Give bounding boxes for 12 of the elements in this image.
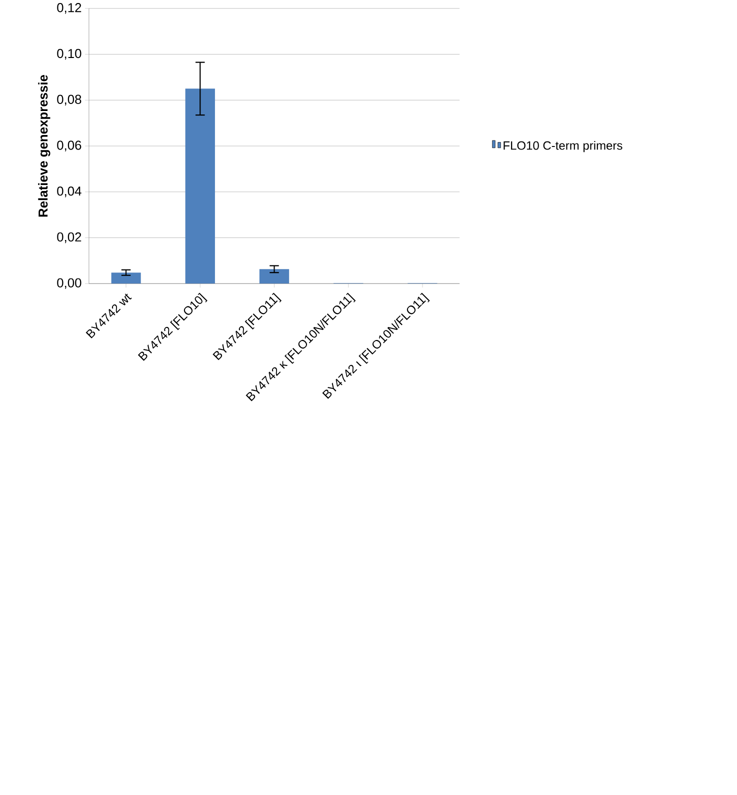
y-axis-title: Relatieve genexpressie — [38, 74, 50, 217]
y-tick-label: 0,10 — [57, 48, 82, 60]
legend-label: FLO10 C-term primers — [504, 140, 622, 152]
y-tick-label: 0,08 — [57, 94, 82, 106]
y-tick-label: 0,02 — [57, 232, 82, 244]
y-tick-label: 0,12 — [57, 3, 82, 14]
bar — [111, 272, 142, 284]
bar — [186, 88, 216, 284]
y-tick-label: 0,04 — [57, 186, 82, 198]
bar — [260, 269, 290, 284]
y-tick-label: 0,06 — [57, 140, 82, 152]
y-tick-label: 0,00 — [57, 278, 82, 289]
